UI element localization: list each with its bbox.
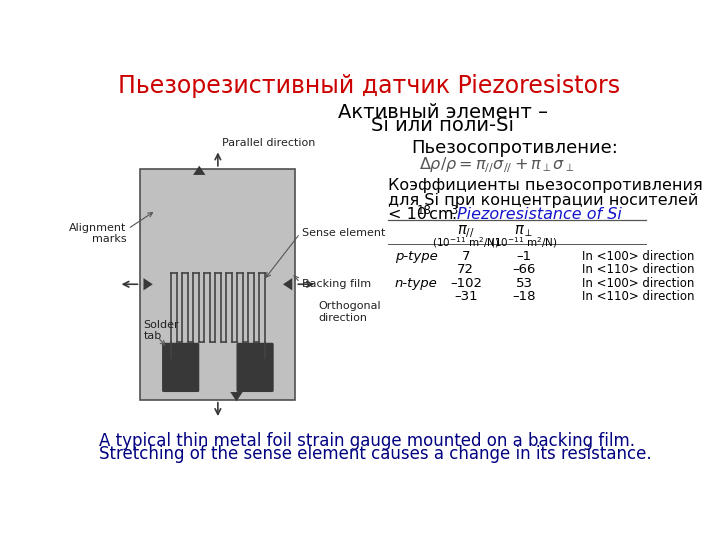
Text: < 10: < 10	[388, 207, 428, 222]
Text: In <110> direction: In <110> direction	[582, 289, 695, 302]
Text: Alignment
marks: Alignment marks	[69, 222, 127, 244]
Text: $\Delta\rho/\rho = \pi_{//}\sigma_{//} + \pi_{\perp}\sigma_{\perp}$: $\Delta\rho/\rho = \pi_{//}\sigma_{//} +…	[419, 155, 575, 175]
Text: –31: –31	[454, 289, 477, 302]
Text: Коэффициенты пьезосопротивления: Коэффициенты пьезосопротивления	[388, 178, 703, 193]
Text: –102: –102	[450, 276, 482, 289]
Text: Пьезорезистивный датчик Piezoresistors: Пьезорезистивный датчик Piezoresistors	[118, 74, 620, 98]
Text: Пьезосопротивление:: Пьезосопротивление:	[412, 139, 618, 158]
Text: In <110> direction: In <110> direction	[582, 264, 695, 276]
Text: $\pi_{\perp}$: $\pi_{\perp}$	[514, 224, 534, 239]
Text: 7: 7	[462, 251, 470, 264]
Text: .: .	[452, 207, 462, 222]
Text: –3: –3	[446, 204, 459, 217]
Text: –18: –18	[512, 289, 536, 302]
Polygon shape	[193, 166, 205, 175]
Text: In <100> direction: In <100> direction	[582, 251, 695, 264]
Text: Solder
tab: Solder tab	[143, 320, 179, 341]
Text: 18: 18	[416, 204, 431, 217]
Text: для Si при концентрации носителей: для Si при концентрации носителей	[388, 193, 698, 207]
Text: –66: –66	[513, 264, 536, 276]
Text: 72: 72	[457, 264, 474, 276]
Polygon shape	[283, 278, 292, 291]
Text: 53: 53	[516, 276, 533, 289]
Text: n-type: n-type	[395, 276, 437, 289]
Text: $\pi_{//}$: $\pi_{//}$	[457, 224, 474, 240]
Text: A typical thin metal foil strain gauge mounted on a backing film.: A typical thin metal foil strain gauge m…	[99, 432, 635, 450]
FancyBboxPatch shape	[236, 343, 274, 392]
Text: In <100> direction: In <100> direction	[582, 276, 695, 289]
Text: Piezoresistance of Si: Piezoresistance of Si	[456, 207, 621, 222]
Bar	[140, 168, 295, 400]
FancyBboxPatch shape	[162, 343, 199, 392]
Text: $(10^{-11}\ \mathrm{m}^2/\mathrm{N})$: $(10^{-11}\ \mathrm{m}^2/\mathrm{N})$	[432, 235, 500, 250]
Text: $(10^{-11}\ \mathrm{m}^2/\mathrm{N})$: $(10^{-11}\ \mathrm{m}^2/\mathrm{N})$	[490, 235, 558, 250]
Polygon shape	[230, 392, 243, 401]
Text: Orthogonal
direction: Orthogonal direction	[319, 301, 382, 323]
Text: Stretching of the sense element causes a change in its resistance.: Stretching of the sense element causes a…	[99, 445, 652, 463]
Text: Si или поли-Si: Si или поли-Si	[371, 117, 514, 136]
Text: cm: cm	[424, 207, 454, 222]
Text: p-type: p-type	[395, 251, 437, 264]
Polygon shape	[143, 278, 153, 291]
Text: Parallel direction: Parallel direction	[222, 138, 315, 148]
Text: Sense element: Sense element	[302, 228, 385, 239]
Text: –1: –1	[516, 251, 531, 264]
Text: Backing film: Backing film	[302, 279, 371, 289]
Text: Активный элемент –: Активный элемент –	[338, 103, 548, 122]
